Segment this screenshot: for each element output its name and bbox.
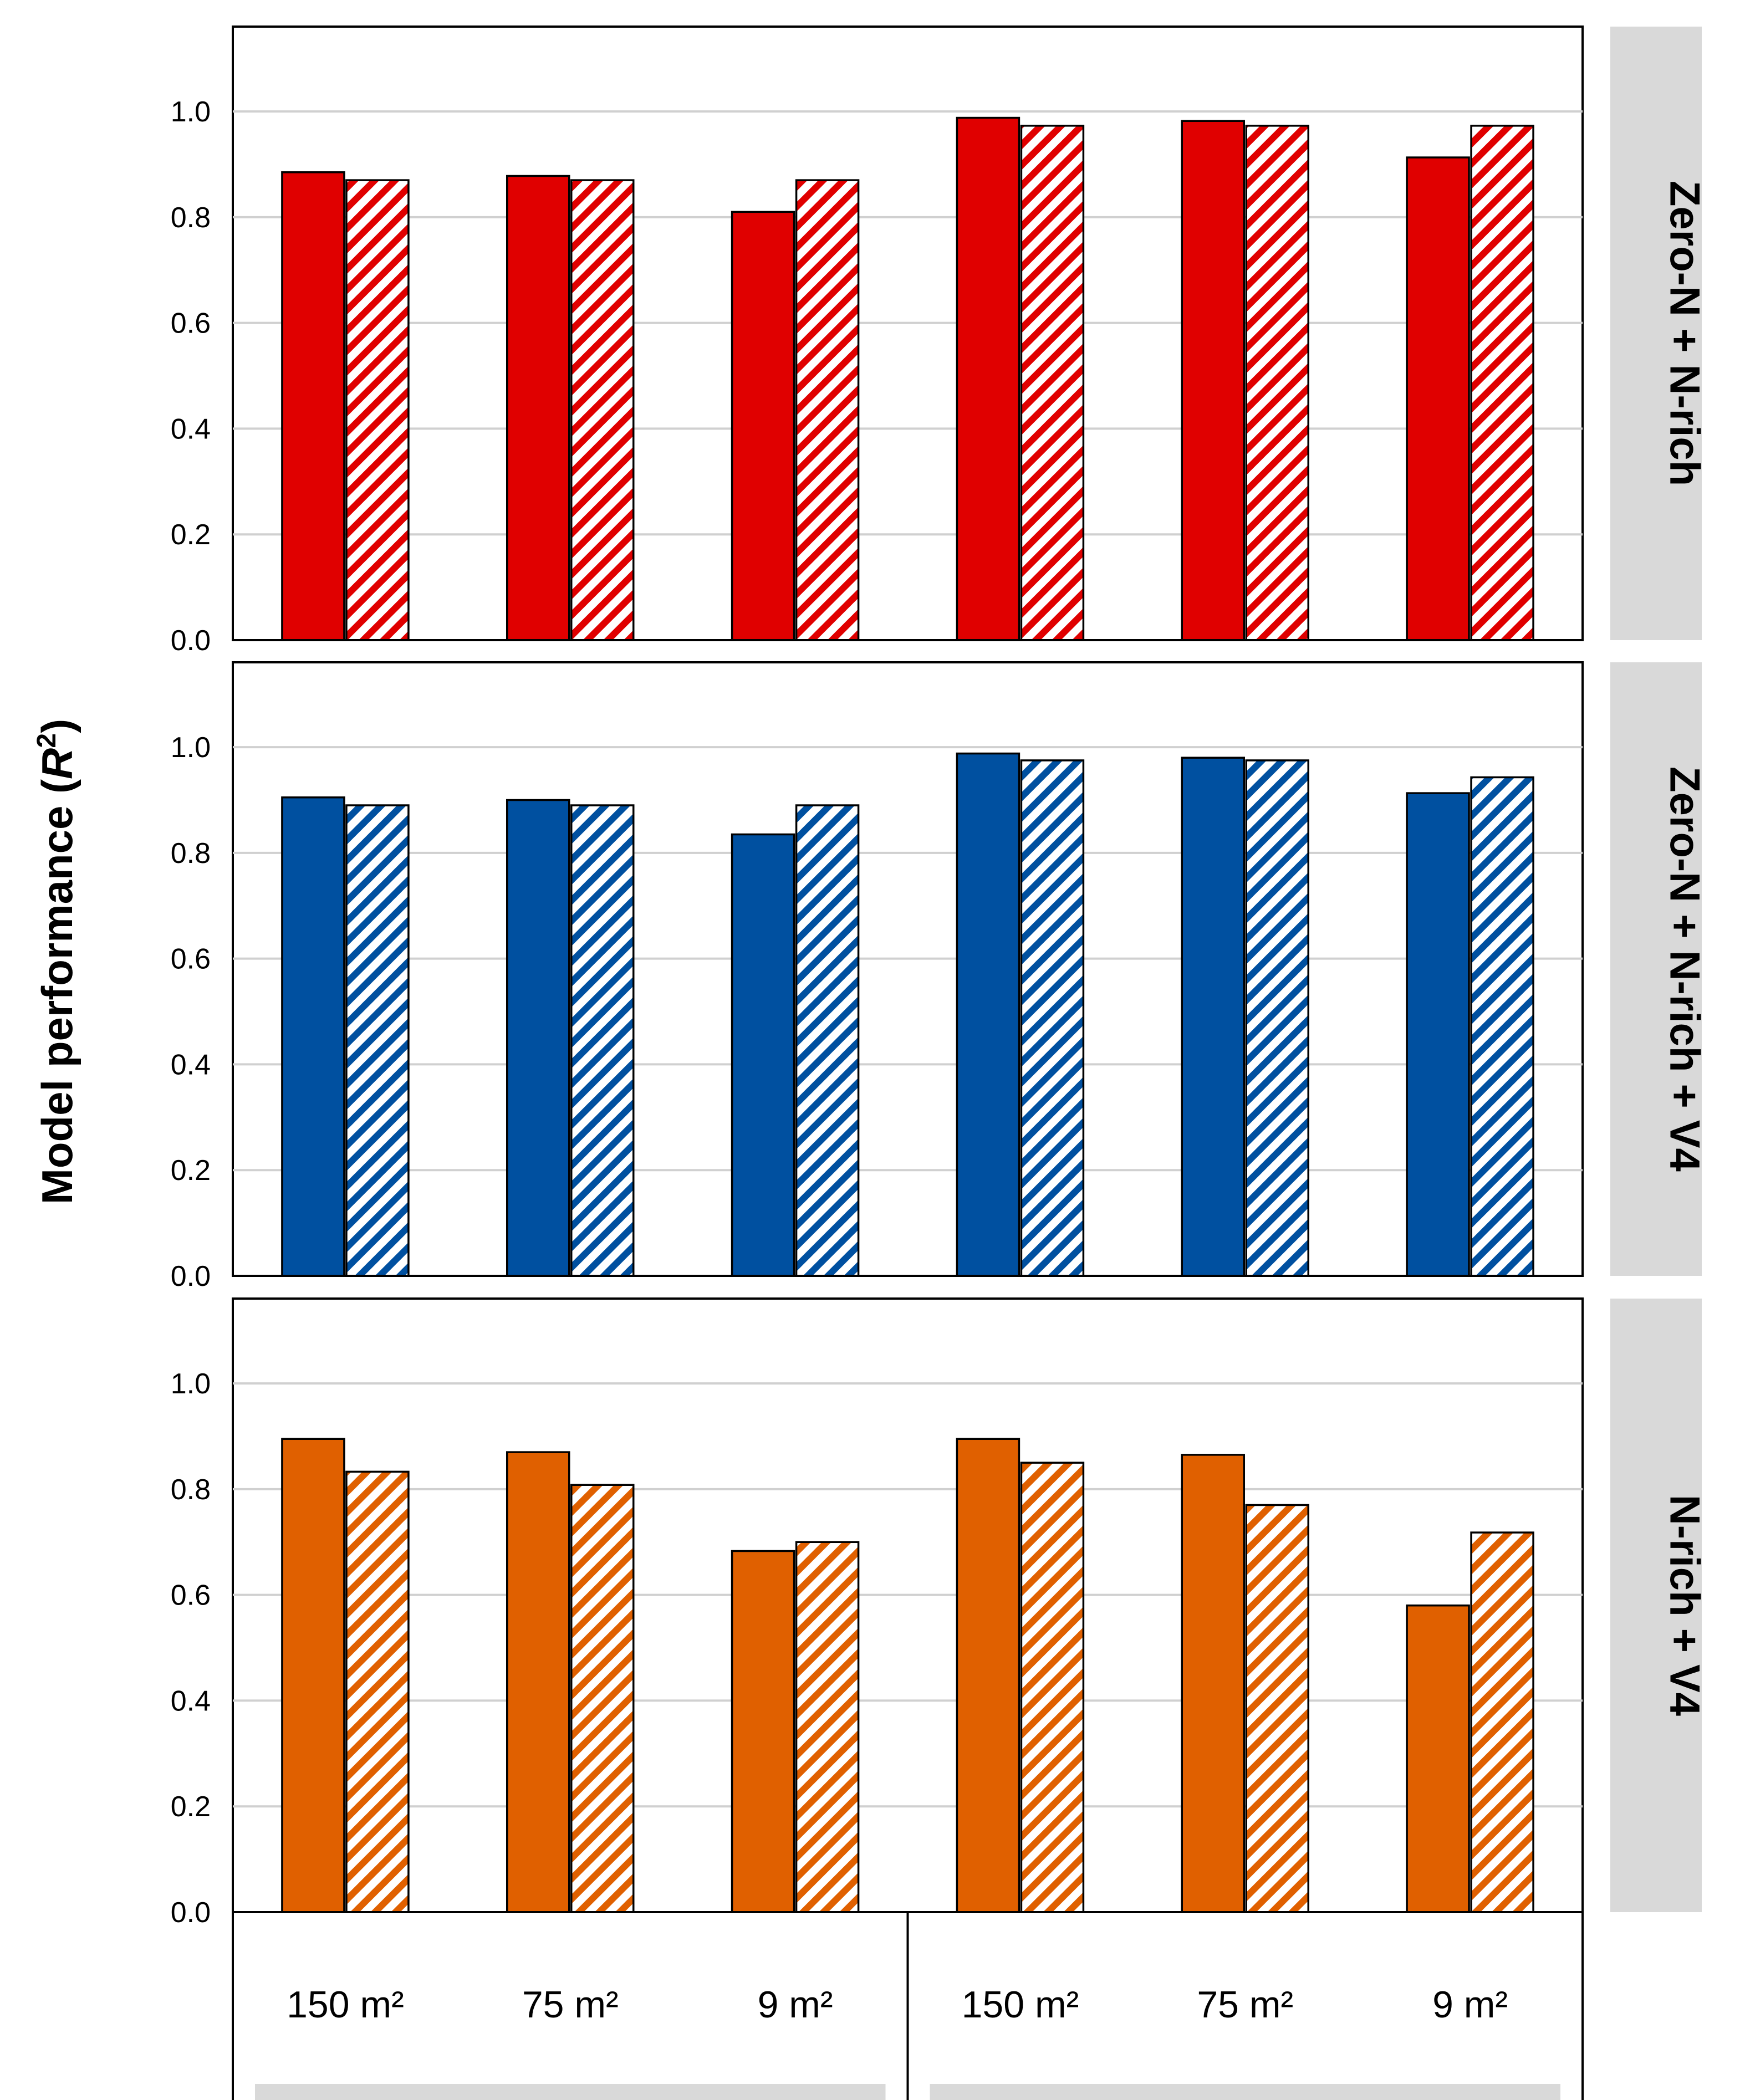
bar [956,752,1021,1277]
bar [1470,1531,1534,1913]
bar [1470,776,1534,1277]
bar [1245,1504,1309,1913]
y-tick-label: 0.6 [171,943,211,975]
strip [1610,27,1702,640]
panel-3: 0.0 0.2 0.4 0.6 0.8 1.0 N-rich + V4 [171,1297,1708,1929]
strip-label: N-rich + V4 [1661,1495,1708,1716]
y-tick-label: 0.8 [171,202,211,234]
bar [1181,757,1245,1277]
bar [956,1438,1021,1913]
bar [1020,1462,1085,1913]
x-tick-label: 75 m² [522,1984,619,2026]
x-tick-label: 9 m² [1432,1984,1508,2026]
strip-label: Zero-N + N-rich [1661,181,1708,486]
x-tick-label: 150 m² [287,1984,404,2026]
bar [570,804,635,1277]
y-tick-label: 1.0 [171,732,211,764]
y-tick-label: 0.8 [171,1474,211,1506]
bar [1470,125,1534,641]
x-tick-label: 75 m² [1197,1984,1293,2026]
y-tick-label: 0.4 [171,1685,211,1717]
panel-frame [232,1297,1584,1913]
panel-1: 0.0 0.2 0.4 0.6 0.8 1.0 Zero-N + N-rich [171,25,1708,657]
y-tick-label: 0.0 [171,1897,211,1929]
bar [956,116,1021,641]
y-tick-label: 1.0 [171,1368,211,1400]
bar [281,796,345,1277]
bar [281,1438,345,1913]
y-axis-label-close: ) [33,719,81,733]
bar [1245,759,1309,1277]
bar [1020,759,1085,1277]
y-tick-label: 0.4 [171,1049,211,1081]
y-axis-label-italic: R [33,748,81,779]
y-tick-label: 0.4 [171,413,211,445]
bar [281,171,345,641]
bar [1245,125,1309,641]
panel-frame [232,25,1584,641]
bar [345,804,410,1277]
group-box [930,2084,1560,2100]
y-tick-label: 0.6 [171,308,211,340]
y-tick-label: 0.0 [171,1260,211,1292]
panel-frame [232,661,1584,1277]
y-tick-label: 0.2 [171,519,211,551]
bar [506,175,570,641]
bar [795,804,860,1277]
bar [506,799,570,1277]
bar [1181,120,1245,641]
bar [1406,156,1470,641]
y-tick-label: 1.0 [171,96,211,128]
y-tick-label: 0.6 [171,1580,211,1612]
panel-2: 0.0 0.2 0.4 0.6 0.8 1.0 Zero-N + N-rich + V4 [171,661,1708,1292]
y-tick-label: 0.8 [171,837,211,870]
bar [570,179,635,641]
bar [731,1550,795,1913]
y-tick-label: 0.0 [171,625,211,657]
y-axis-label-text: Model performance ( [33,779,81,1204]
strip [1610,1299,1702,1912]
bar [1181,1454,1245,1913]
x-tick-label: 150 m² [962,1984,1079,2026]
y-tick-label: 0.2 [171,1154,211,1187]
bar [345,179,410,641]
bar [506,1451,570,1913]
bar [1020,125,1085,641]
y-axis-label: Model performance (R2) [32,719,81,1204]
group-box [255,2084,886,2100]
y-axis-label-superscript: 2 [32,733,62,748]
bar [345,1470,410,1913]
bar [1406,1604,1470,1913]
bar [731,833,795,1277]
x-tick-label: 9 m² [758,1984,833,2026]
bar [1406,792,1470,1277]
strip-label: Zero-N + N-rich + V4 [1661,767,1708,1172]
strip [1610,662,1702,1276]
bar [731,211,795,641]
bar [795,1541,860,1913]
bar [795,179,860,641]
bar [570,1484,635,1913]
y-tick-label: 0.2 [171,1791,211,1823]
